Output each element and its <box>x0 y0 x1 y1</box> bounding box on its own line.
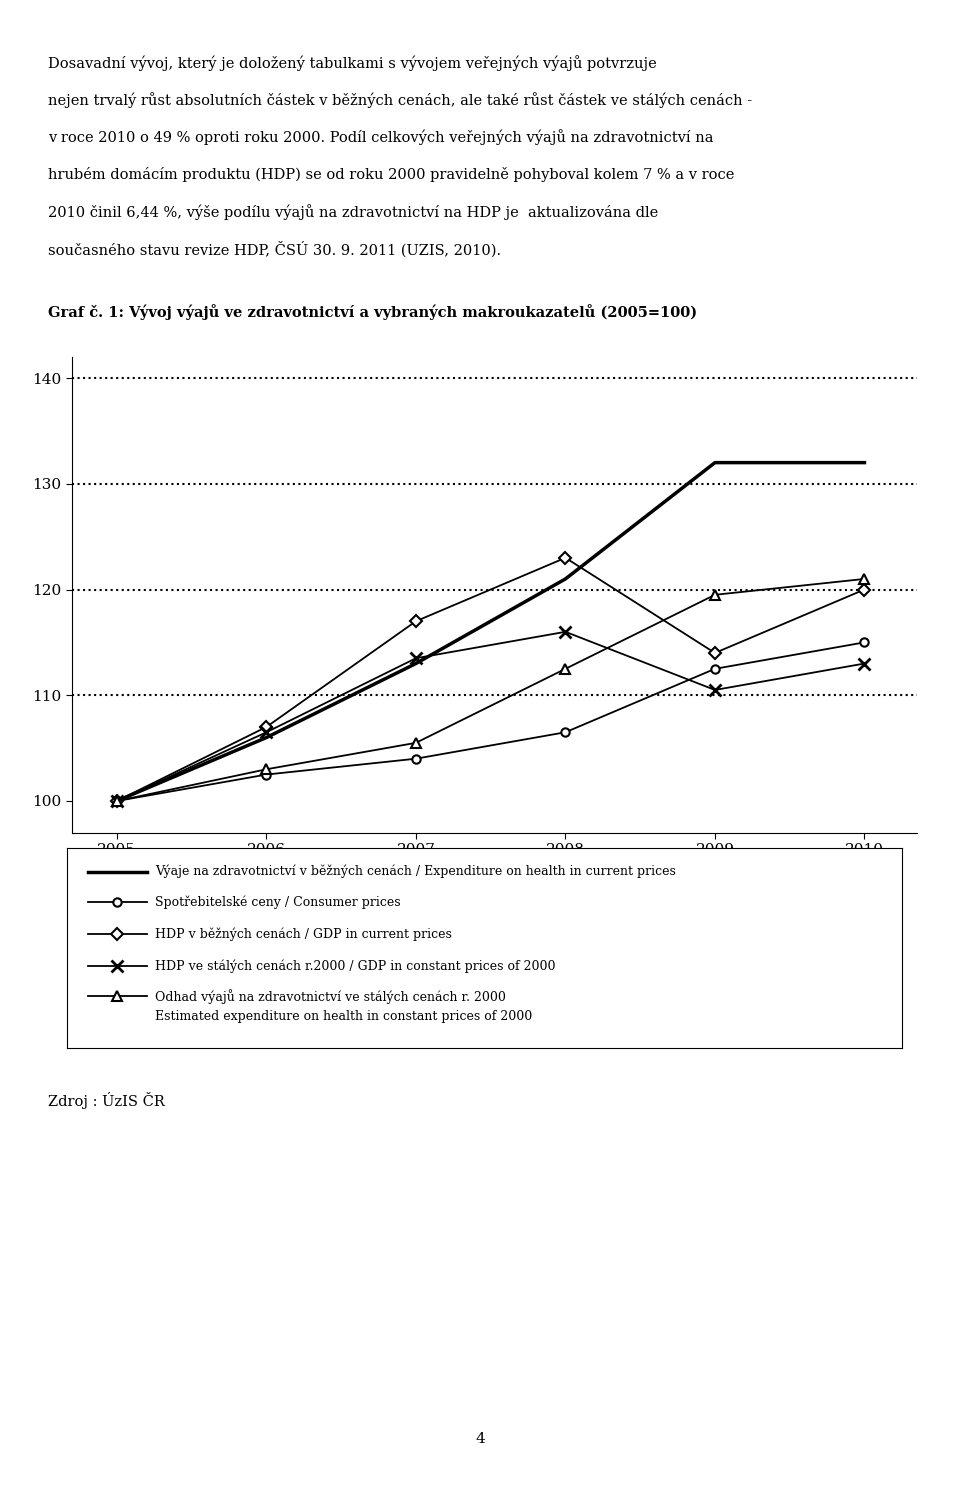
Text: HDP ve stálých cenách r.2000 / GDP in constant prices of 2000: HDP ve stálých cenách r.2000 / GDP in co… <box>155 959 556 972</box>
Text: Zdroj : ÚzIS ČR: Zdroj : ÚzIS ČR <box>48 1091 165 1109</box>
Text: nejen trvalý růst absolutních částek v běžných cenách, ale také růst částek ve s: nejen trvalý růst absolutních částek v b… <box>48 92 752 109</box>
Text: Odhad výajů na zdravotnictví ve stálých cenách r. 2000: Odhad výajů na zdravotnictví ve stálých … <box>155 989 506 1004</box>
Text: Spotřebitelské ceny / Consumer prices: Spotřebitelské ceny / Consumer prices <box>155 895 400 909</box>
Text: v roce 2010 o 49 % oproti roku 2000. Podíl celkových veřejných výajů na zdravotn: v roce 2010 o 49 % oproti roku 2000. Pod… <box>48 129 713 146</box>
Text: hrubém domácím produktu (HDP) se od roku 2000 pravidelně pohyboval kolem 7 % a v: hrubém domácím produktu (HDP) se od roku… <box>48 167 734 183</box>
Text: Estimated expenditure on health in constant prices of 2000: Estimated expenditure on health in const… <box>155 1010 532 1023</box>
Text: 2010 činil 6,44 %, výše podílu výajů na zdravotnictví na HDP je  aktualizována d: 2010 činil 6,44 %, výše podílu výajů na … <box>48 204 659 220</box>
Text: současného stavu revize HDP, ČSÚ 30. 9. 2011 (UZIS, 2010).: současného stavu revize HDP, ČSÚ 30. 9. … <box>48 241 501 257</box>
Text: Dosavadní vývoj, který je doložený tabulkami s vývojem veřejných výajů potvrzuje: Dosavadní vývoj, který je doložený tabul… <box>48 55 657 71</box>
Text: Výaje na zdravotnictví v běžných cenách / Expenditure on health in current price: Výaje na zdravotnictví v běžných cenách … <box>155 865 676 879</box>
Text: HDP v běžných cenách / GDP in current prices: HDP v běžných cenách / GDP in current pr… <box>155 928 452 941</box>
Text: 4: 4 <box>475 1432 485 1445</box>
Text: Graf č. 1: Vývoj výajů ve zdravotnictví a vybraných makroukazatelů (2005=100): Graf č. 1: Vývoj výajů ve zdravotnictví … <box>48 305 697 320</box>
